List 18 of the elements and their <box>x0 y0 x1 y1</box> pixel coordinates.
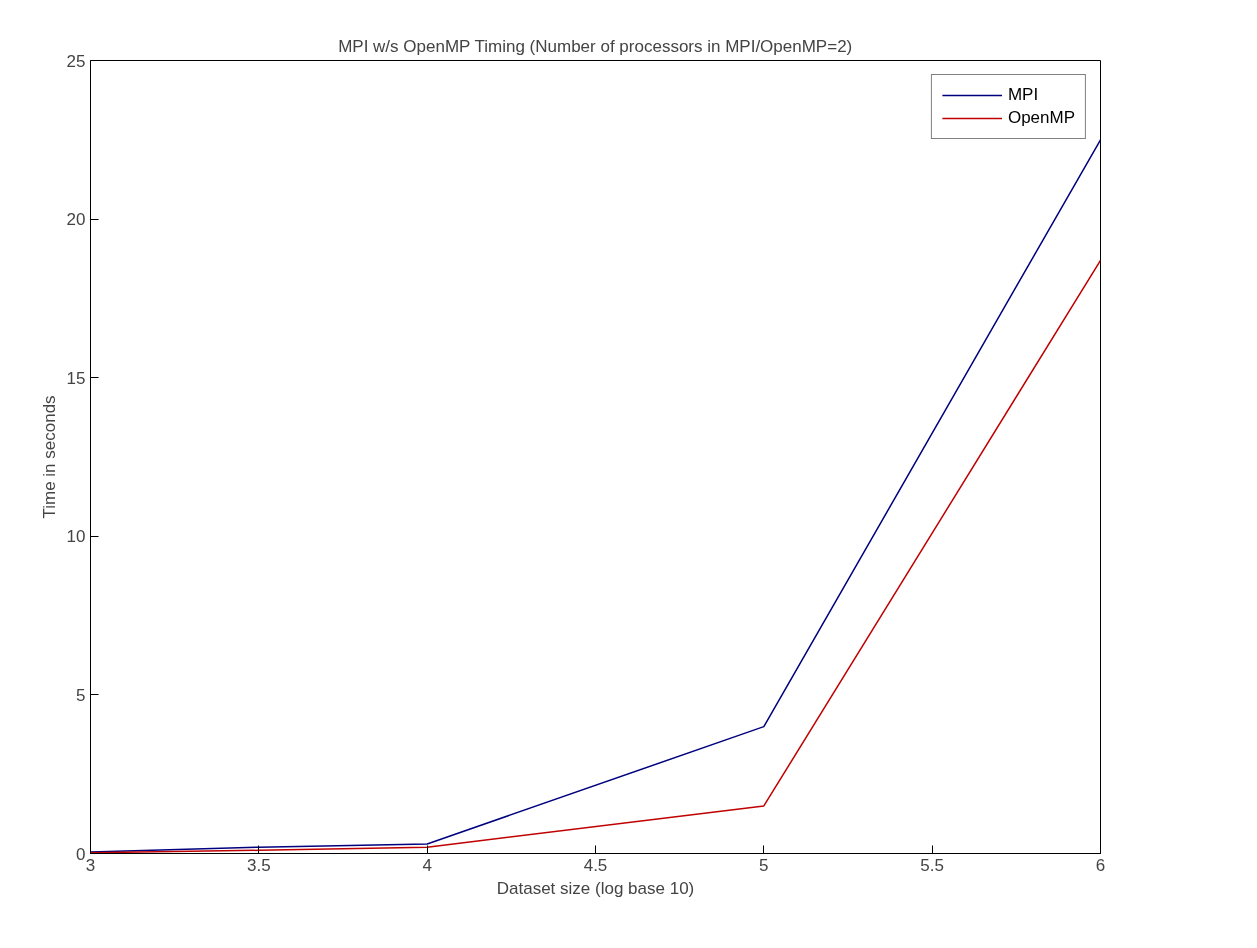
y-tick-label: 20 <box>66 210 86 230</box>
y-tick-label: 15 <box>66 368 86 388</box>
y-tick-label: 10 <box>66 527 86 547</box>
y-axis-title: Time in seconds <box>39 395 59 519</box>
x-tick-label: 6 <box>1095 855 1106 875</box>
x-tick-label: 4.5 <box>583 855 608 875</box>
y-tick-label: 0 <box>76 844 86 864</box>
x-tick-label: 5 <box>759 855 769 875</box>
x-axis-title: Dataset size (log base 10) <box>496 878 695 898</box>
x-tick-label: 4 <box>422 855 432 875</box>
y-tick-label: 25 <box>66 51 86 71</box>
x-tick-label: 3 <box>85 855 96 875</box>
y-tick-label: 5 <box>76 685 86 705</box>
legend-label: OpenMP <box>1007 108 1075 128</box>
x-tick-label: 3.5 <box>247 855 271 875</box>
legend-label: MPI <box>1007 85 1039 105</box>
chart-title: MPI w/s OpenMP Timing (Number of processors in MPI/OpenMP=2) <box>338 36 853 56</box>
x-tick-label: 5.5 <box>920 855 944 875</box>
